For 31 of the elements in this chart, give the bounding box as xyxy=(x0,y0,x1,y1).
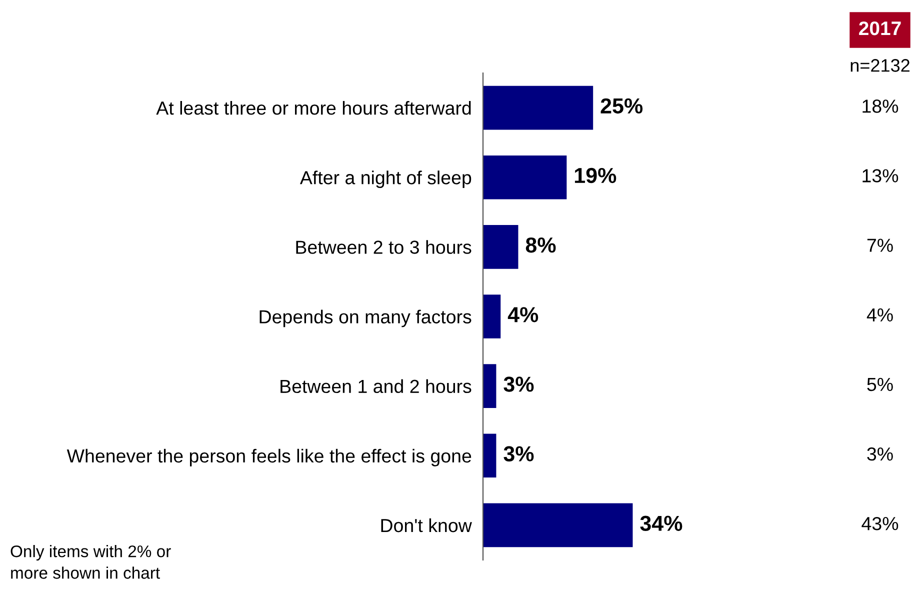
data-label: 34% xyxy=(640,516,682,532)
text: 3% xyxy=(867,447,893,461)
text: Only items with 2% or more shown in chart xyxy=(10,545,171,579)
bar xyxy=(483,294,501,338)
y-tick-label: Whenever the person feels like the effect is gone xyxy=(66,448,472,466)
text: 13% xyxy=(862,169,898,182)
bar xyxy=(483,364,496,408)
y-tick-label: Don't know xyxy=(381,518,472,532)
y-tick-label: After a night of sleep xyxy=(300,170,472,188)
text: 7% xyxy=(867,238,893,252)
data-label: 4% xyxy=(508,307,538,322)
y-tick-label: Depends on many factors xyxy=(260,310,472,328)
data-label: 25% xyxy=(600,98,643,114)
data-label: 3% xyxy=(504,446,534,462)
text: 2017 xyxy=(859,21,901,36)
text: 43% xyxy=(862,516,898,530)
bar xyxy=(483,155,567,200)
y-tick-label: Between 1 and 2 hours xyxy=(280,379,472,394)
bar xyxy=(483,86,594,130)
text: 4% xyxy=(866,308,893,322)
data-label: 19% xyxy=(574,168,616,184)
bar xyxy=(483,434,496,478)
text: 18% xyxy=(862,100,898,113)
text: 5% xyxy=(867,378,893,392)
bar xyxy=(483,503,633,548)
data-label: 3% xyxy=(504,376,534,392)
bar xyxy=(483,225,518,269)
text: n=2132 xyxy=(850,59,910,72)
data-label: 8% xyxy=(526,237,556,253)
y-tick-label: At least three or more hours afterward xyxy=(156,100,471,115)
y-tick-label: Between 2 to 3 hours xyxy=(296,240,472,254)
